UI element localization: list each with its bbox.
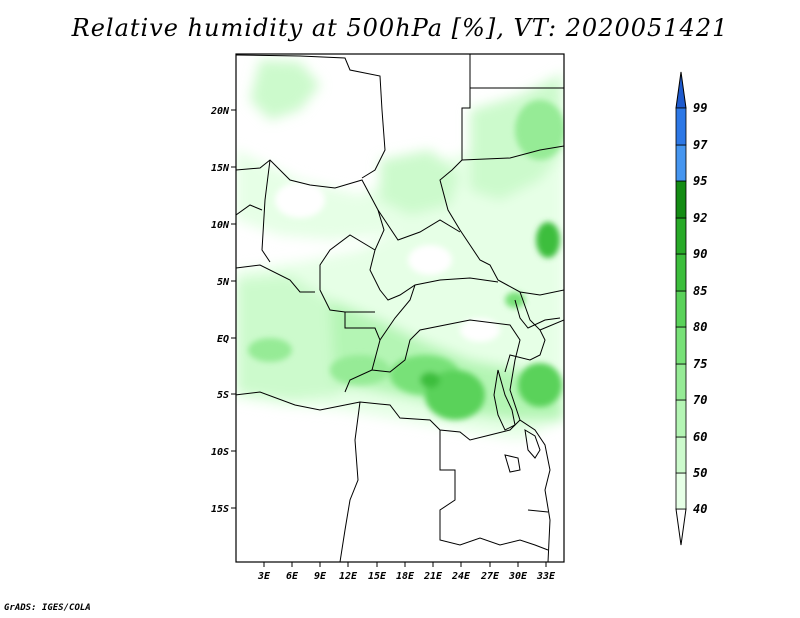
colorbar-label: 92 xyxy=(693,211,707,225)
lon-label: 9E xyxy=(314,571,327,582)
lon-ticks xyxy=(263,562,547,567)
colorbar-segment xyxy=(675,363,687,401)
lon-label: 21E xyxy=(423,571,443,582)
lon-label: 3E xyxy=(257,571,271,582)
colorbar-labels: 40 50 60 70 75 80 85 90 92 95 97 99 xyxy=(693,101,708,516)
country-borders xyxy=(236,54,564,562)
colorbar-segment xyxy=(675,326,687,365)
colorbar-segment xyxy=(675,290,687,328)
lon-label: 18E xyxy=(396,571,415,582)
colorbar-segment xyxy=(675,253,687,292)
lat-label: 20N xyxy=(210,106,230,117)
colorbar-label: 90 xyxy=(693,247,707,261)
lat-label: 15N xyxy=(211,163,230,174)
colorbar-segment xyxy=(675,217,687,255)
colorbar-label: 40 xyxy=(693,502,707,516)
lon-label: 33E xyxy=(536,571,556,582)
lon-label: 6E xyxy=(286,571,299,582)
colorbar-label: 97 xyxy=(693,138,708,152)
grads-credit: GrADS: IGES/COLA xyxy=(4,603,91,613)
lat-label: 15S xyxy=(211,504,229,515)
colorbar-segment xyxy=(675,107,687,146)
lat-label: 10N xyxy=(211,220,230,231)
lon-label: 12E xyxy=(339,571,358,582)
colorbar-label: 75 xyxy=(693,357,707,371)
lon-label: 15E xyxy=(368,571,387,582)
lat-label: 10S xyxy=(211,447,229,458)
colorbar-segment xyxy=(675,144,687,182)
colorbar-segment xyxy=(675,180,687,219)
map-frame xyxy=(235,53,565,563)
lat-label: 5S xyxy=(217,390,229,401)
colorbar-label: 80 xyxy=(693,320,707,334)
colorbar-label: 99 xyxy=(693,101,707,115)
colorbar-upper-triangle xyxy=(675,71,687,109)
colorbar-segment xyxy=(675,399,687,438)
lat-labels: 20N 15N 10N 5N EQ 5S 10S 15S xyxy=(210,106,230,515)
lat-label: 5N xyxy=(217,277,230,288)
colorbar-label: 95 xyxy=(693,174,707,188)
lon-labels: 3E 6E 9E 12E 15E 18E 21E 24E 27E 30E 33E xyxy=(257,571,556,582)
colorbar-segment xyxy=(675,472,687,510)
map-title: Relative humidity at 500hPa [%], VT: 202… xyxy=(71,14,729,42)
colorbar-label: 70 xyxy=(693,393,707,407)
colorbar-label: 60 xyxy=(693,430,707,444)
lon-label: 24E xyxy=(451,571,471,582)
lat-ticks xyxy=(231,109,236,509)
lon-label: 27E xyxy=(480,571,500,582)
lon-label: 30E xyxy=(508,571,528,582)
colorbar-lower-triangle xyxy=(675,508,687,546)
colorbar: 40 50 60 70 75 80 85 90 92 95 97 99 xyxy=(675,71,708,546)
colorbar-label: 85 xyxy=(693,284,707,298)
lat-label: EQ xyxy=(217,334,229,345)
humidity-shading xyxy=(236,60,564,440)
colorbar-segment xyxy=(675,436,687,474)
colorbar-label: 50 xyxy=(693,466,707,480)
